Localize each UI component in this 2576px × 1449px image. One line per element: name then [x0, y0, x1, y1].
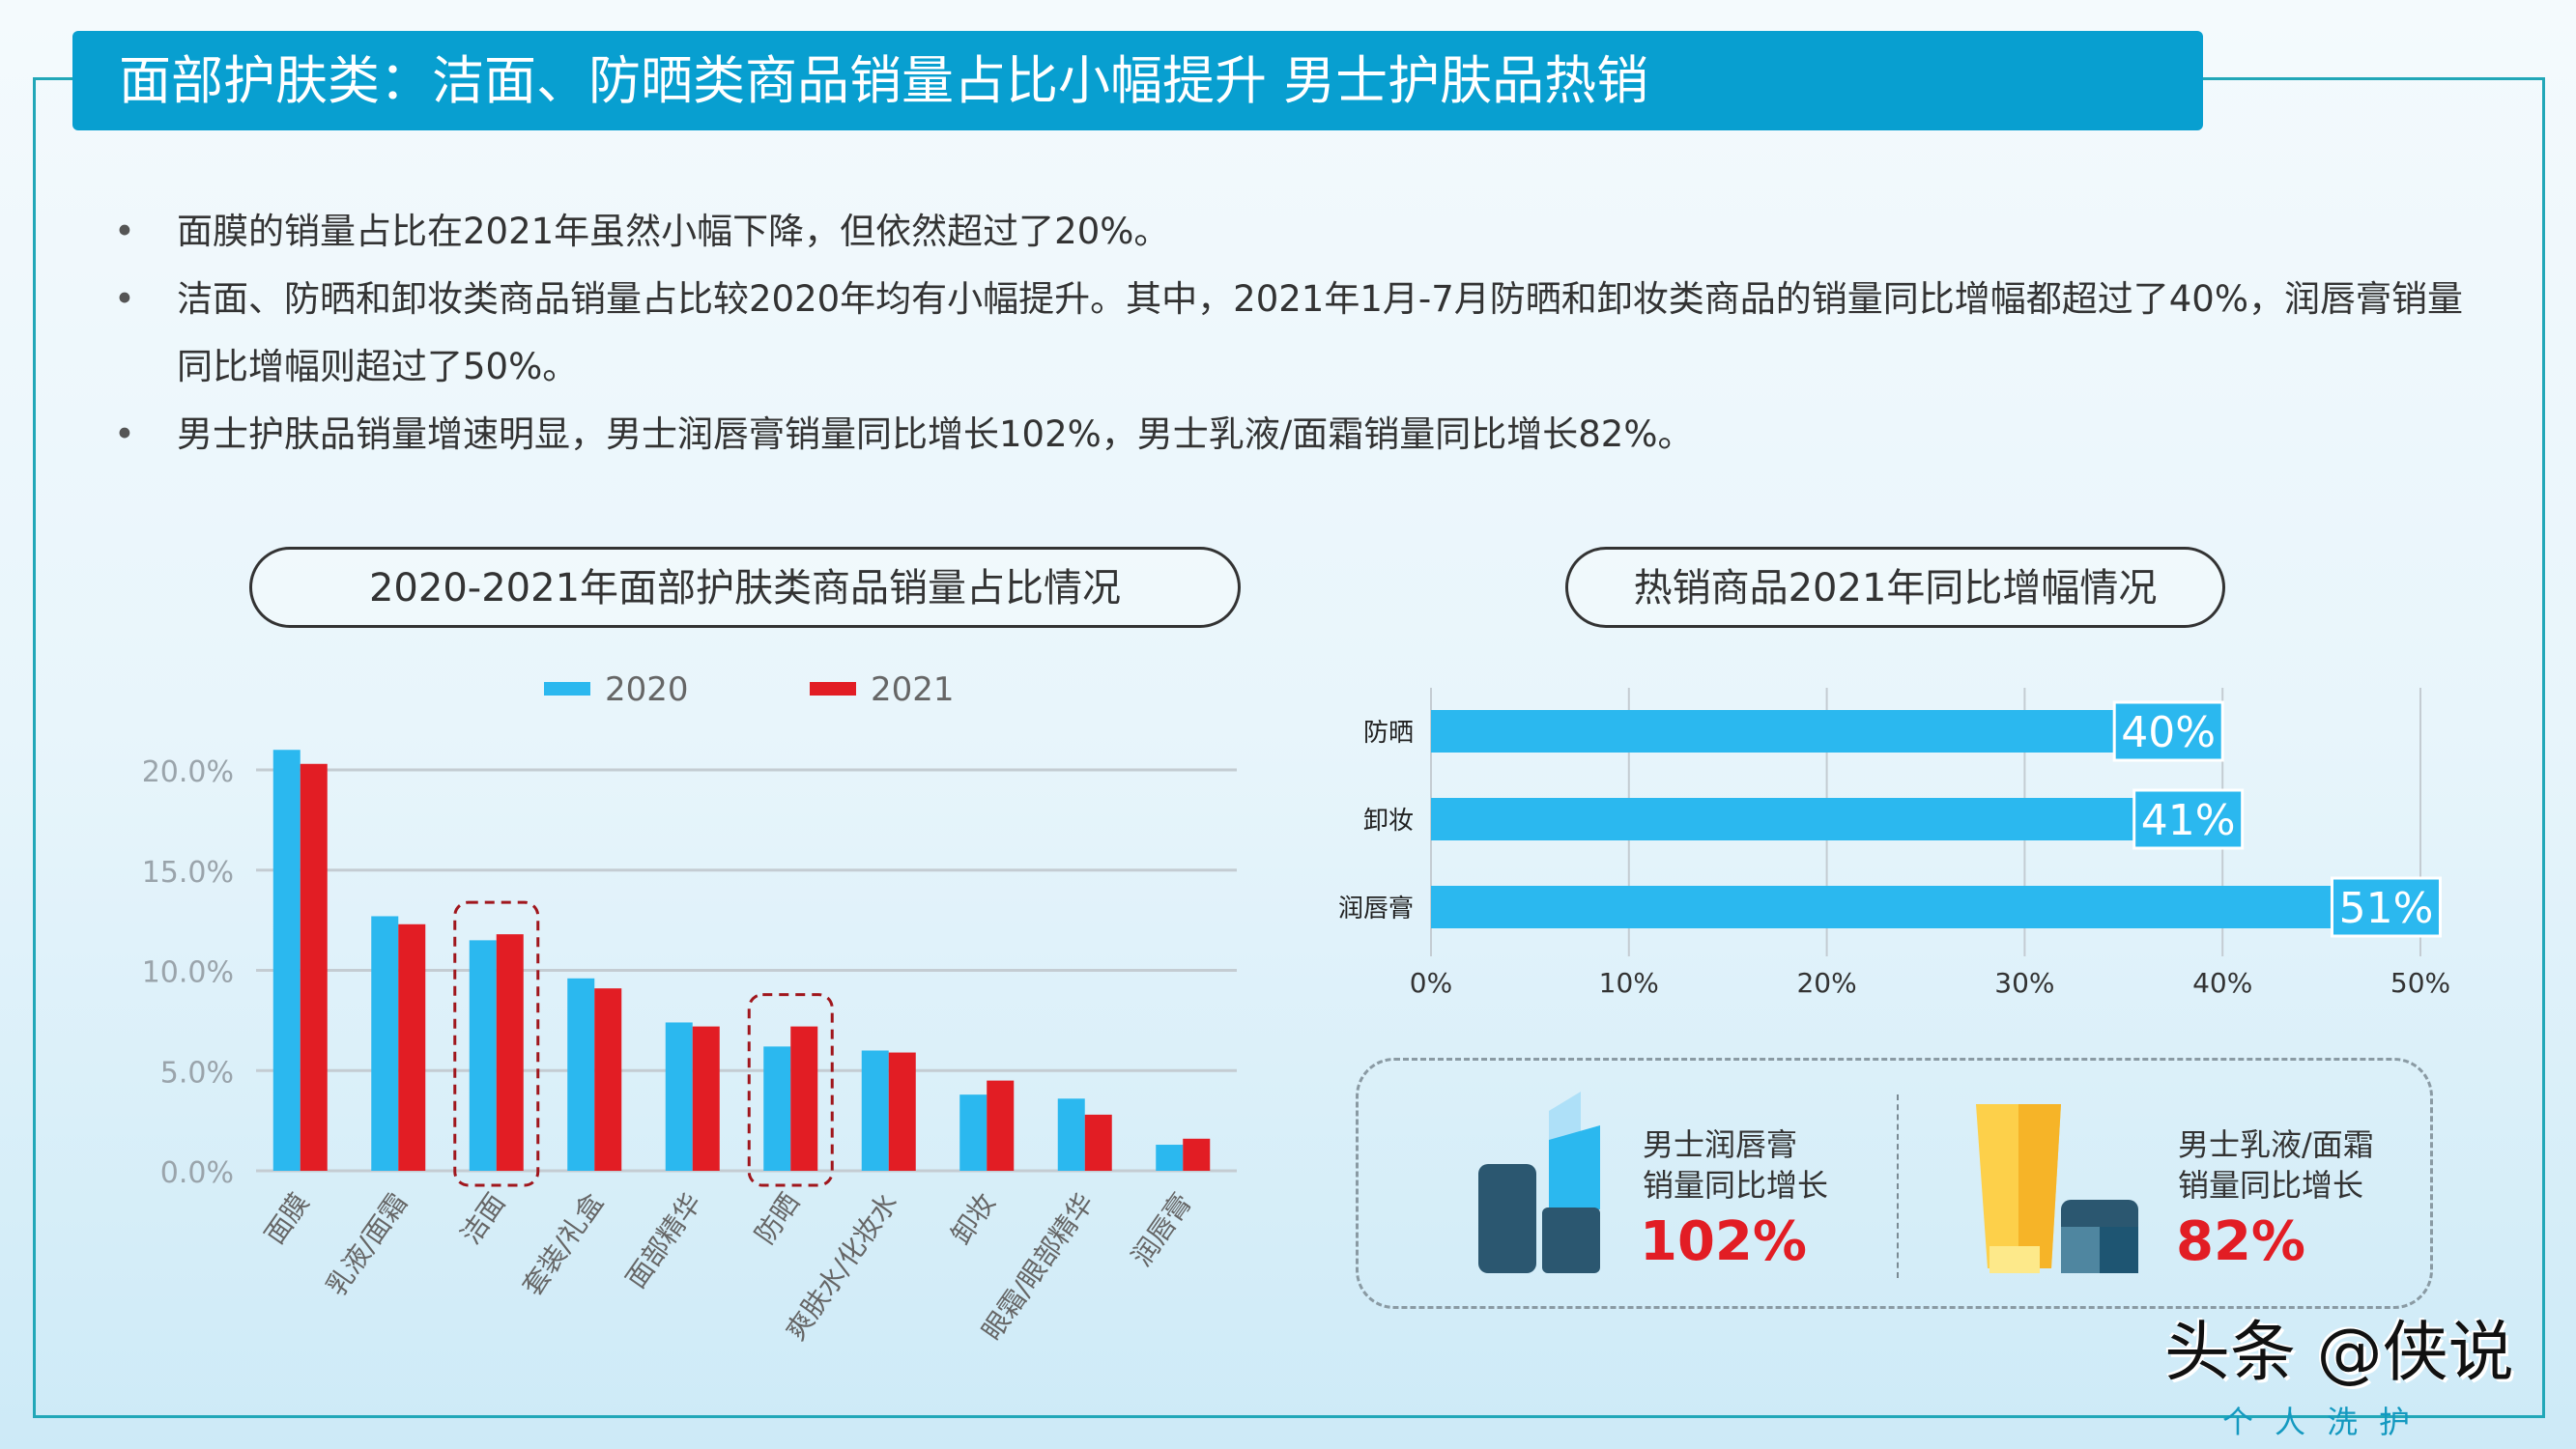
data-label: 41% [2141, 796, 2236, 845]
bar-2021 [1183, 1138, 1211, 1171]
data-label: 40% [2121, 708, 2216, 757]
y-tick-label: 20.0% [142, 755, 234, 789]
bar-2021 [398, 923, 426, 1171]
data-label: 51% [2339, 884, 2434, 933]
x-tick-label: 40% [2192, 967, 2252, 999]
highlight-box [453, 900, 540, 1187]
mens-cream-label: 男士乳液/面霜 销量同比增长 [2178, 1124, 2374, 1206]
page-title: 面部护肤类：洁面、防晒类商品销量占比小幅提升 男士护肤品热销 [72, 31, 2203, 130]
x-tick-label: 30% [1994, 967, 2054, 999]
bar-2021 [300, 763, 328, 1171]
y-tick-label: 润唇膏 [1338, 895, 1414, 923]
frame-line [2203, 77, 2545, 80]
label-line: 销量同比增长 [1643, 1167, 1829, 1204]
cream-tube-icon [1976, 1104, 2138, 1273]
data-label-box [2330, 876, 2442, 938]
lip-balm-icon [1478, 1092, 1600, 1273]
mens-lip-label: 男士润唇膏销量同比增长 [1643, 1124, 1828, 1206]
bar-2021 [888, 1052, 916, 1171]
legend-swatch [810, 682, 856, 696]
bar-2021 [594, 988, 622, 1171]
bar-2020 [272, 750, 301, 1171]
legend-swatch [544, 682, 590, 696]
x-tick-label: 0% [1410, 967, 1452, 999]
y-tick-label: 防晒 [1363, 719, 1414, 748]
bar-2020 [763, 1046, 791, 1171]
bar-2021 [692, 1026, 720, 1171]
y-tick-label: 卸妆 [1363, 807, 1414, 836]
y-tick-label: 15.0% [142, 856, 234, 890]
bar-2020 [1156, 1145, 1184, 1171]
legend-label: 2020 [605, 670, 689, 709]
bar-2021 [987, 1080, 1015, 1171]
bullet: 面膜的销量占比在2021年虽然小幅下降，但依然超过了20%。 [114, 198, 2472, 266]
label-line: 销量同比增长 [2178, 1167, 2364, 1204]
y-tick-label: 5.0% [160, 1056, 234, 1090]
frame-line [33, 77, 76, 80]
x-tick-label: 20% [1796, 967, 1856, 999]
x-tick-label: 10% [1599, 967, 1659, 999]
bar-2020 [469, 940, 497, 1171]
bullet: 男士护肤品销量增速明显，男士润唇膏销量同比增长102%，男士乳液/面霜销量同比增… [114, 401, 2472, 469]
bar-2020 [1057, 1098, 1085, 1171]
data-label-box [2112, 700, 2224, 762]
bar-2020 [371, 916, 399, 1171]
watermark-sub: 个人洗护 [2222, 1404, 2432, 1440]
hbar [1431, 798, 2243, 840]
label-line: 男士乳液/面霜 [2178, 1126, 2374, 1163]
bar-2020 [567, 978, 595, 1171]
bar-2021 [1084, 1114, 1112, 1171]
bar-2021 [790, 1026, 818, 1171]
data-label-box [2132, 788, 2245, 850]
y-tick-label: 10.0% [142, 956, 234, 990]
x-tick-label: 50% [2390, 967, 2450, 999]
label-line: 男士润唇膏 [1643, 1126, 1798, 1163]
divider [1897, 1094, 1899, 1278]
bar-2020 [861, 1050, 889, 1171]
bar-chart-title: 2020-2021年面部护肤类商品销量占比情况 [249, 547, 1241, 628]
bar-2021 [496, 934, 524, 1171]
frame [33, 77, 2545, 1418]
bullet: 洁面、防晒和卸妆类商品销量占比较2020年均有小幅提升。其中，2021年1月-7… [114, 266, 2472, 401]
legend-label: 2021 [871, 670, 955, 709]
bullet-list: 面膜的销量占比在2021年虽然小幅下降，但依然超过了20%。 洁面、防晒和卸妆类… [114, 198, 2472, 469]
mens-lip-pct: 102% [1640, 1210, 1808, 1273]
bar-2020 [665, 1022, 693, 1171]
watermark: 头条 @侠说 [2164, 1315, 2514, 1391]
mens-cream-pct: 82% [2176, 1210, 2306, 1273]
hbar [1431, 886, 2441, 928]
mens-growth-box [1356, 1058, 2433, 1309]
hbar-chart-title: 热销商品2021年同比增幅情况 [1565, 547, 2225, 628]
y-tick-label: 0.0% [160, 1156, 234, 1190]
hbar [1431, 710, 2223, 753]
bar-2020 [959, 1094, 987, 1171]
